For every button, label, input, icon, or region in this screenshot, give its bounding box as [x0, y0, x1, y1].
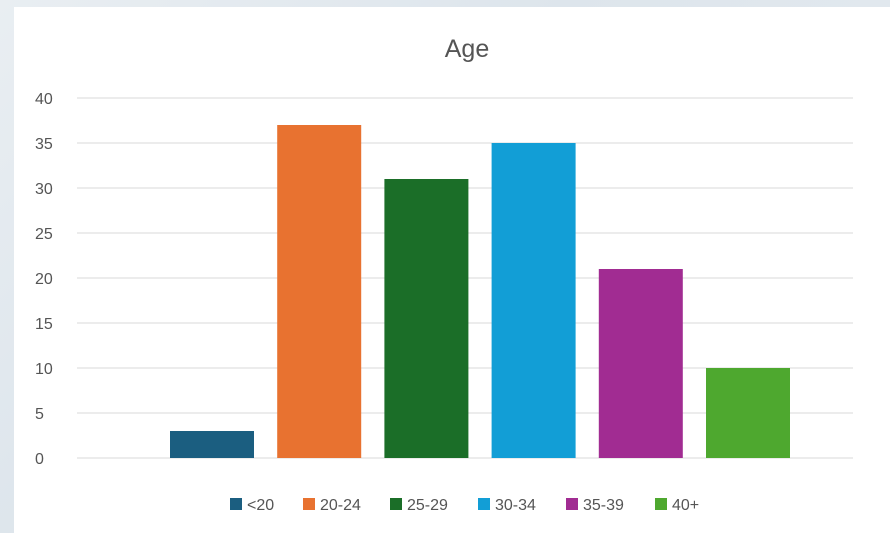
y-axis: 0 5 10 15 20 25 30 35 40 [35, 91, 53, 468]
legend-label: 20-24 [320, 497, 361, 514]
y-tick-label: 25 [35, 226, 53, 243]
legend-swatch [390, 498, 402, 510]
legend-swatch [655, 498, 667, 510]
y-tick-label: 15 [35, 316, 53, 333]
legend-label: <20 [247, 497, 274, 514]
legend-label: 40+ [672, 497, 699, 514]
bar-4 [491, 143, 576, 458]
bar-3 [384, 179, 469, 458]
legend-swatch [478, 498, 490, 510]
y-tick-label: 30 [35, 181, 53, 198]
y-tick-label: 20 [35, 271, 53, 288]
bar-6 [706, 368, 790, 458]
y-tick-label: 40 [35, 91, 53, 108]
legend-label: 25-29 [407, 497, 448, 514]
legend-label: 30-34 [495, 497, 536, 514]
legend: <20 20-24 25-29 30-34 35-39 40+ [230, 497, 699, 514]
legend-swatch [230, 498, 242, 510]
legend-swatch [566, 498, 578, 510]
y-tick-label: 35 [35, 136, 53, 153]
bars [170, 125, 790, 458]
y-tick-label: 0 [35, 451, 44, 468]
y-tick-label: 5 [35, 406, 44, 423]
bar-2 [277, 125, 362, 458]
bar-1 [170, 431, 254, 458]
chart-title: Age [445, 35, 489, 63]
legend-label: 35-39 [583, 497, 624, 514]
legend-swatch [303, 498, 315, 510]
y-tick-label: 10 [35, 361, 53, 378]
bar-5 [598, 269, 683, 458]
